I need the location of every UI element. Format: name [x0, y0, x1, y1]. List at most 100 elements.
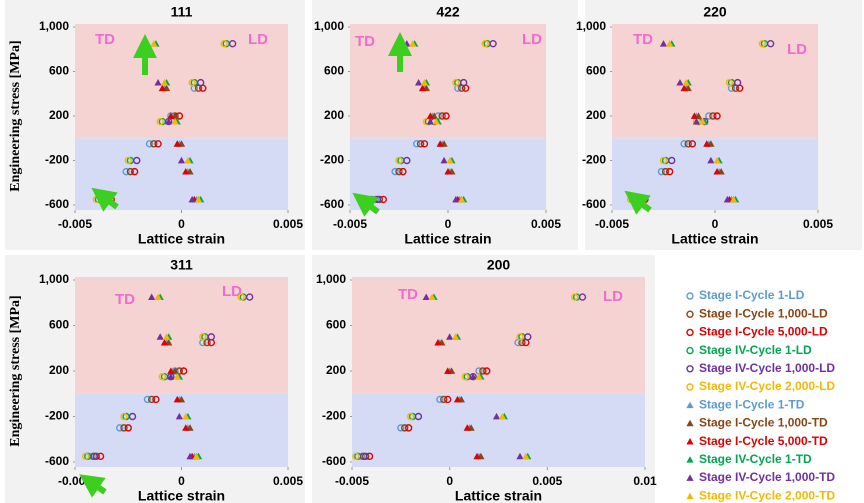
triangle-point [458, 195, 466, 203]
triangle-point [729, 195, 738, 203]
circle-point [414, 412, 423, 421]
circle-point [524, 333, 532, 341]
circle-point [406, 412, 415, 421]
circle-point [403, 156, 411, 165]
circle-point [725, 78, 734, 87]
triangle-point [171, 117, 179, 125]
y-tick-label: 1,000 [576, 19, 606, 33]
circle-point [436, 395, 444, 404]
series [148, 293, 194, 460]
annotation: LD [787, 41, 807, 58]
circle-point [126, 167, 135, 176]
triangle-point [422, 293, 430, 300]
y-tick-label: 1,000 [314, 19, 344, 33]
triangle-point [160, 338, 169, 346]
circle-point [440, 395, 448, 404]
legend: Stage I-Cycle 1-LD Stage I-Cycle 1,000-LD… [686, 288, 835, 502]
y-tick-label: -200 [320, 153, 344, 167]
circle-point [401, 424, 409, 432]
y-tick-label: 1,000 [39, 272, 69, 286]
circle-point [680, 140, 688, 148]
triangle-point [162, 333, 171, 340]
circle-point [130, 167, 139, 176]
triangle-point [432, 117, 440, 125]
legend-label: Stage I-Cycle 5,000-TD [699, 434, 828, 448]
y-tick-label: -200 [45, 153, 69, 167]
circle-point [661, 167, 670, 176]
panel: 422 -600 -200 200 600 1,000 -0.005 0 0.005 Lattic… [312, 0, 578, 250]
circle-point [705, 112, 713, 120]
triangle-point [182, 168, 190, 175]
x-tick-label: -0.005 [335, 474, 369, 488]
x-tick-label: 0.005 [273, 217, 303, 231]
series [352, 293, 579, 461]
triangle-point [703, 140, 711, 147]
y-tick-label: 200 [326, 363, 346, 377]
triangle-point [682, 79, 690, 86]
triangle-point [723, 195, 731, 203]
circle-point [516, 333, 524, 341]
triangle-point [522, 452, 530, 460]
series [360, 293, 587, 461]
arrow [352, 192, 380, 217]
triangle-point [154, 293, 162, 300]
circle-point [758, 39, 767, 48]
triangle-point [428, 293, 436, 300]
x-tick-label: -0.005 [333, 217, 367, 231]
circle-point [122, 167, 130, 176]
series [418, 84, 462, 203]
circle-point [152, 395, 160, 404]
legend-label: Stage I-Cycle 1-LD [699, 288, 805, 302]
circle-point [489, 39, 497, 48]
triangle-point [440, 156, 448, 164]
y-tick-label: -200 [582, 153, 606, 167]
circle-point [444, 395, 452, 404]
series [81, 293, 245, 461]
series [154, 293, 201, 460]
y-tick-label: -600 [322, 454, 346, 468]
circle-point [81, 452, 90, 461]
circle-point [686, 328, 694, 337]
triangle-point [686, 438, 694, 445]
panel: 200 -600 -200 200 600 1,000 -0.005 0 0.005 0.01 La… [312, 255, 657, 503]
circle-point [124, 424, 132, 432]
triangle-point [451, 333, 460, 340]
annotation: LD [248, 31, 268, 48]
circle-point [479, 367, 487, 375]
triangle-point [659, 40, 668, 47]
triangle-point [686, 492, 694, 500]
triangle-point [452, 195, 460, 203]
x-axis-label: Lattice strain [455, 488, 542, 503]
circle-point [360, 452, 368, 461]
series [422, 293, 524, 460]
y-tick-label: -200 [322, 409, 346, 423]
triangle-point [680, 84, 688, 92]
circle-point [665, 167, 674, 176]
triangle-point [436, 140, 444, 147]
circle-point [483, 367, 491, 375]
compression-region [352, 393, 645, 467]
tension-region [352, 277, 645, 394]
panel: 311 -600 -200 200 600 1,000 -0.005 0 0.005 Lattic… [5, 255, 305, 503]
circle-point [391, 167, 399, 176]
circle-point [570, 293, 579, 301]
triangle-point [666, 40, 674, 47]
circle-point [158, 372, 167, 381]
x-tick-label: 0.005 [531, 217, 561, 231]
legend-label: Stage IV-Cycle 1-TD [699, 452, 812, 466]
triangle-point [444, 168, 452, 175]
triangle-point [160, 79, 169, 86]
series [90, 293, 254, 461]
triangle-point [158, 84, 166, 92]
y-tick-label: -600 [320, 197, 344, 211]
circle-point [397, 424, 405, 432]
triangle-point [167, 112, 175, 119]
circle-point [143, 395, 152, 404]
circle-point [713, 112, 721, 120]
triangle-point [156, 333, 164, 340]
arrow [91, 187, 119, 212]
triangle-point [498, 412, 507, 420]
circle-point [352, 452, 360, 461]
legend-label: Stage I-Cycle 5,000-LD [699, 325, 828, 339]
